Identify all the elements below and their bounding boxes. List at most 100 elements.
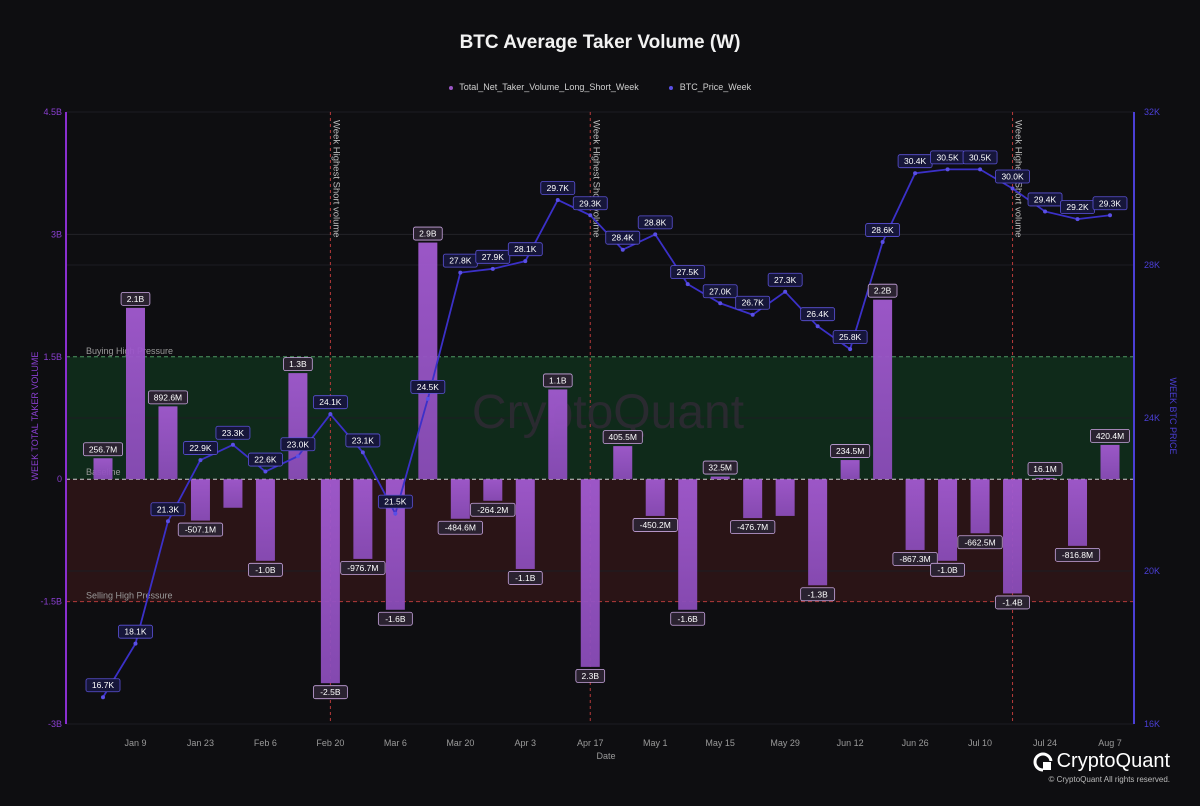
- legend-item-bars[interactable]: Total_Net_Taker_Volume_Long_Short_Week: [448, 82, 639, 92]
- bar[interactable]: [645, 479, 665, 516]
- bar[interactable]: [873, 299, 893, 480]
- price-point[interactable]: [1075, 217, 1080, 222]
- cryptoquant-logo-icon: [1033, 752, 1053, 772]
- x-tick-label: Feb 20: [316, 738, 344, 748]
- watermark: CryptoQuant: [472, 386, 744, 439]
- bar-data-label: -1.3B: [807, 589, 828, 599]
- price-point[interactable]: [718, 301, 723, 306]
- price-point[interactable]: [783, 289, 788, 294]
- bar-data-label: 234.5M: [836, 446, 864, 456]
- brand-logo: CryptoQuant: [1033, 750, 1170, 773]
- price-label-box: [800, 307, 836, 322]
- bar-data-label: -476.7M: [737, 522, 768, 532]
- price-point[interactable]: [328, 412, 333, 417]
- right-axis-label: WEEK BTC PRICE: [1168, 377, 1178, 454]
- bar-label-box: [470, 502, 516, 517]
- price-point[interactable]: [458, 270, 463, 275]
- price-point[interactable]: [685, 282, 690, 287]
- bar-label-box: [1090, 428, 1131, 443]
- price-point[interactable]: [425, 396, 430, 401]
- price-point[interactable]: [393, 511, 398, 516]
- left-tick-label: 3B: [51, 229, 62, 239]
- price-data-label: 23.0K: [287, 439, 310, 449]
- bar[interactable]: [905, 479, 925, 550]
- bar[interactable]: [613, 446, 633, 480]
- bar[interactable]: [353, 479, 373, 559]
- bar[interactable]: [743, 479, 763, 519]
- price-point[interactable]: [133, 641, 138, 646]
- price-data-label: 28.6K: [872, 225, 895, 235]
- price-point[interactable]: [913, 171, 918, 176]
- bar[interactable]: [1035, 477, 1055, 480]
- price-point[interactable]: [620, 247, 625, 252]
- price-point[interactable]: [978, 167, 983, 172]
- bar[interactable]: [190, 479, 210, 521]
- price-point[interactable]: [880, 240, 885, 245]
- price-point[interactable]: [588, 213, 593, 218]
- price-point[interactable]: [523, 259, 528, 264]
- bar[interactable]: [158, 406, 178, 480]
- price-point[interactable]: [815, 324, 820, 329]
- bar[interactable]: [710, 476, 730, 480]
- price-point[interactable]: [101, 695, 105, 700]
- price-point[interactable]: [295, 454, 300, 459]
- bar-data-label: 256.7M: [89, 444, 117, 454]
- right-tick-label: 28K: [1144, 260, 1160, 270]
- bar-data-label: 16.1M: [1033, 464, 1057, 474]
- bar[interactable]: [450, 479, 470, 519]
- price-point[interactable]: [750, 312, 755, 317]
- price-data-label: 30.4K: [904, 156, 927, 166]
- bar[interactable]: [385, 479, 405, 610]
- price-point[interactable]: [555, 197, 560, 202]
- bar[interactable]: [840, 460, 860, 480]
- bar[interactable]: [775, 479, 795, 516]
- price-data-label: 30.0K: [1001, 172, 1024, 182]
- price-point[interactable]: [653, 232, 658, 237]
- price-point[interactable]: [945, 167, 950, 172]
- bar[interactable]: [93, 458, 113, 480]
- price-data-label: 22.6K: [254, 455, 277, 465]
- x-axis-label: Date: [596, 751, 615, 761]
- price-point[interactable]: [263, 469, 268, 474]
- bar[interactable]: [320, 479, 340, 684]
- bar-data-label: 420.4M: [1096, 431, 1124, 441]
- bar-data-label: -1.6B: [678, 614, 699, 624]
- bar[interactable]: [1100, 444, 1120, 480]
- bar[interactable]: [678, 479, 698, 610]
- bar[interactable]: [418, 242, 438, 480]
- bar-data-label: -264.2M: [477, 505, 508, 515]
- bar[interactable]: [938, 479, 958, 561]
- price-data-label: 24.1K: [319, 397, 342, 407]
- bar-data-label: -1.1B: [515, 573, 536, 583]
- price-point[interactable]: [165, 519, 170, 524]
- legend-item-line[interactable]: BTC_Price_Week: [669, 82, 751, 92]
- price-point[interactable]: [230, 442, 235, 447]
- bar[interactable]: [1068, 479, 1088, 546]
- bar[interactable]: [970, 479, 990, 534]
- price-point[interactable]: [1108, 213, 1112, 218]
- bar-label-box: [147, 390, 188, 405]
- price-point[interactable]: [490, 266, 495, 271]
- bar[interactable]: [808, 479, 828, 586]
- bar[interactable]: [255, 479, 275, 561]
- bar-data-label: -662.5M: [964, 537, 995, 547]
- bar[interactable]: [483, 479, 503, 501]
- bar[interactable]: [223, 479, 243, 508]
- price-data-labels: 16.7K 18.1K 21.3K 22.9K 23.3K 22.6K 23.0K 24.1K…: [85, 150, 1128, 693]
- bar[interactable]: [548, 389, 568, 480]
- price-point[interactable]: [848, 347, 853, 352]
- bar[interactable]: [515, 479, 535, 569]
- price-point[interactable]: [1010, 186, 1015, 191]
- bar-label-box: [248, 562, 283, 577]
- bar[interactable]: [288, 373, 308, 480]
- right-tick-label: 24K: [1144, 413, 1160, 423]
- bar-label-box: [800, 587, 836, 602]
- bar[interactable]: [1003, 479, 1023, 594]
- marker-label: Week Highest Short volume: [330, 120, 341, 238]
- bar[interactable]: [125, 307, 145, 480]
- price-point[interactable]: [1043, 209, 1048, 214]
- bar[interactable]: [580, 479, 600, 667]
- price-data-label: 26.7K: [742, 298, 765, 308]
- price-point[interactable]: [198, 458, 203, 463]
- price-point[interactable]: [360, 450, 365, 455]
